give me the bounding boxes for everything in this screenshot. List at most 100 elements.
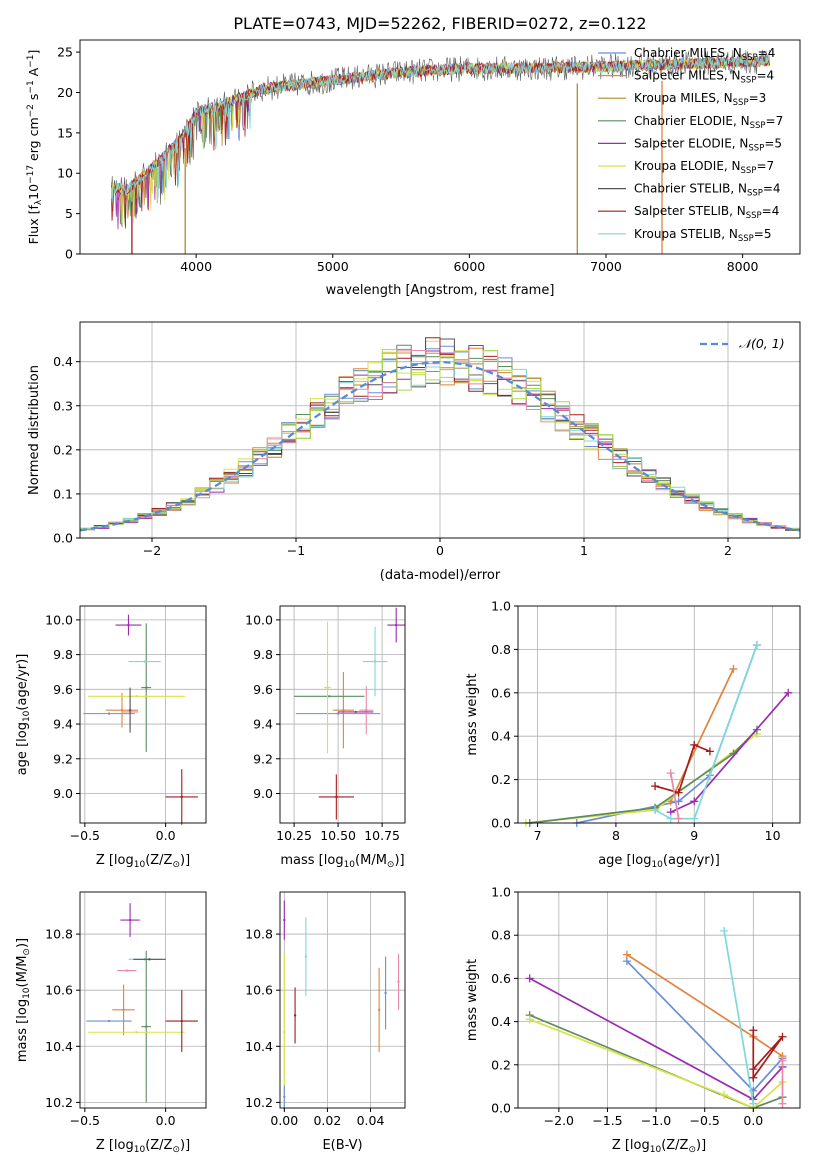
x-tick-label: 0.0 xyxy=(156,828,176,843)
data-point xyxy=(354,710,357,714)
label-sub: ⊙ xyxy=(172,860,180,870)
label-sub: 10 xyxy=(134,860,146,870)
data-point xyxy=(127,623,130,627)
x-tick-label: 9 xyxy=(690,828,698,843)
data-point xyxy=(397,980,400,983)
y-axis-label: Flux [fλ10−17 erg cm−2 s−1 A−1] xyxy=(26,50,44,245)
figure-title: PLATE=0743, MJD=52262, FIBERID=0272, z=0… xyxy=(233,14,646,33)
label-part: Z [log xyxy=(96,1138,134,1153)
label-part: )] xyxy=(15,654,30,664)
label-part: mass [log xyxy=(280,853,343,868)
y-tick-label: 10.2 xyxy=(45,1095,73,1110)
data-point xyxy=(326,686,329,689)
axes-frame xyxy=(79,39,801,255)
axes-frame xyxy=(79,605,207,824)
legend-sub: SSP xyxy=(733,98,749,108)
label-sub: 10 xyxy=(22,987,32,999)
panel-Z-weight: −2.0 −1.5 −1.0 −0.5 0.0 0.0 0.2 0.4 0.6 0.8 1.0 Z [… xyxy=(465,885,801,1155)
weight-marker xyxy=(666,769,675,778)
weight-marker xyxy=(674,788,683,797)
axes-frame xyxy=(517,891,801,1109)
y-tick-label: 0.2 xyxy=(53,442,73,457)
legend-sub: SSP xyxy=(748,143,764,153)
weight-marker xyxy=(525,1015,534,1024)
y-tick-label: 20 xyxy=(57,85,73,100)
axes-ebv-mass: 0.00 0.02 0.04 10.2 10.4 10.6 10.8 xyxy=(245,891,406,1128)
x-tick-label: 10.25 xyxy=(276,828,312,843)
y-tick-label: 1.0 xyxy=(491,599,511,614)
legend-entry: 𝒩(0, 1) xyxy=(739,336,785,351)
x-tick-label: 2 xyxy=(724,543,732,558)
weight-marker xyxy=(729,664,738,673)
y-tick-label: 9.2 xyxy=(253,751,273,766)
spectrum-line xyxy=(111,55,771,203)
y-axis-label: mass [log10(M/M⊙)] xyxy=(15,938,32,1062)
weight-marker xyxy=(690,740,699,749)
weight-marker xyxy=(749,1073,758,1082)
label-sub: 10 xyxy=(650,1145,662,1155)
legend-entry: Salpeter STELIB, NSSP=4 xyxy=(634,204,779,221)
weight-line xyxy=(529,729,758,824)
legend-tail: =4 xyxy=(756,69,774,83)
y-tick-label: 5 xyxy=(65,206,73,221)
x-tick-label: 10.75 xyxy=(364,828,400,843)
weight-marker xyxy=(690,814,699,823)
label-part: )] xyxy=(710,853,720,868)
x-axis-label: (data-model)/error xyxy=(380,568,501,583)
weight-marker xyxy=(525,974,534,983)
x-tick-label: −0.5 xyxy=(70,828,100,843)
y-tick-label: 15 xyxy=(57,125,73,140)
x-tick-label: −0.5 xyxy=(690,1113,720,1128)
panel-residuals: −2 −1 0 1 2 0.0 0.1 0.2 0.3 0.4 (data-model)/error… xyxy=(27,321,801,583)
y-tick-label: 0.6 xyxy=(491,971,511,986)
x-tick-label: 4000 xyxy=(180,259,212,274)
label-part: (M/M xyxy=(355,853,387,868)
y-tick-label: 0.8 xyxy=(491,928,511,943)
label-sub: 10 xyxy=(134,1145,146,1155)
label-part: age [log xyxy=(15,722,30,775)
data-point xyxy=(304,955,308,958)
data-point xyxy=(180,1019,183,1023)
x-tick-label: 0.0 xyxy=(743,1113,763,1128)
weight-marker xyxy=(749,1099,758,1108)
x-tick-label: 5000 xyxy=(317,259,349,274)
weight-line xyxy=(669,772,680,819)
x-tick-label: 0.02 xyxy=(313,1113,341,1128)
x-axis-label: wavelength [Angstrom, rest frame] xyxy=(326,283,555,298)
label-part: (Z/Z xyxy=(661,1138,688,1153)
legend-sub: SSP xyxy=(741,166,757,176)
y-tick-label: 0.0 xyxy=(53,531,73,546)
y-tick-label: 9.0 xyxy=(253,786,273,801)
axes-residuals: −2 −1 0 1 2 0.0 0.1 0.2 0.3 0.4 xyxy=(53,321,801,558)
x-tick-label: 0.04 xyxy=(357,1113,385,1128)
x-axis-label: mass [log10(M/M⊙)] xyxy=(280,853,404,870)
x-tick-label: −1.0 xyxy=(641,1113,671,1128)
chart-root: 4000 5000 6000 7000 80000510152025wavelength… xyxy=(15,39,801,1155)
x-tick-label: −1 xyxy=(287,543,305,558)
legend-text: Kroupa MILES, N xyxy=(634,91,733,105)
y-tick-label: 0.8 xyxy=(491,642,511,657)
data-point xyxy=(283,1095,286,1098)
y-tick-label: 9.6 xyxy=(253,682,273,697)
x-tick-label: 8 xyxy=(612,828,620,843)
panel-spectrum: 4000 5000 6000 7000 8000 0 5 10 15 20 25 wavelength… xyxy=(26,39,801,298)
data-point xyxy=(335,795,338,799)
weight-line xyxy=(576,644,758,824)
label-sub: ⊙ xyxy=(387,860,395,870)
weight-marker xyxy=(705,747,714,756)
x-tick-label: 7 xyxy=(534,828,542,843)
x-tick-label: −2 xyxy=(143,543,161,558)
weight-marker xyxy=(749,1026,758,1035)
panel-Z-age: −0.5 0.09.09.29.49.69.810.0Z [log10(Z/Z⊙)… xyxy=(15,605,207,870)
weight-marker xyxy=(749,1065,758,1074)
label-sub: ⊙ xyxy=(688,1145,696,1155)
weight-marker xyxy=(666,814,675,823)
label-part: (Z/Z xyxy=(145,1138,172,1153)
x-tick-label: 10 xyxy=(765,828,781,843)
x-tick-label: 0.0 xyxy=(156,1113,176,1128)
data-point xyxy=(135,695,138,698)
weight-line xyxy=(654,644,758,820)
